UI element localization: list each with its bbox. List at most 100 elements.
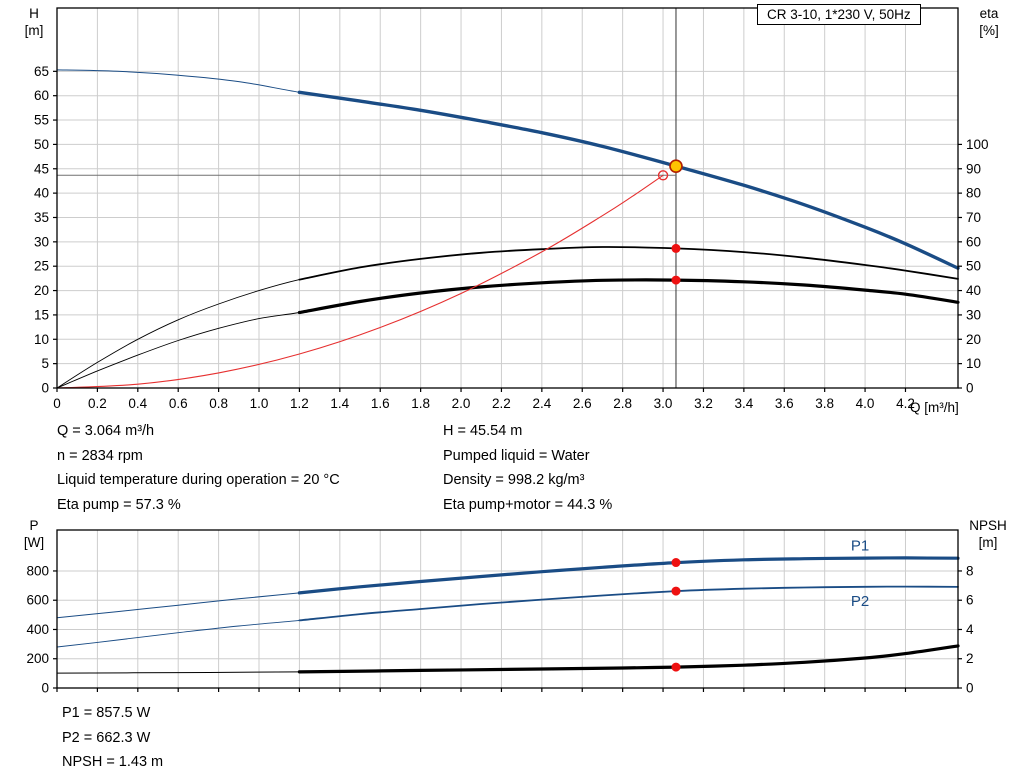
svg-text:800: 800 [26,563,49,578]
svg-text:20: 20 [34,283,49,298]
svg-text:2.8: 2.8 [613,396,632,411]
info-line: Q = 3.064 m³/h [57,423,155,439]
svg-text:8: 8 [966,563,974,578]
info-line: Eta pump = 57.3 % [57,496,181,513]
svg-text:1.4: 1.4 [330,396,349,411]
p2-curve [56,586,959,648]
info-line: Pumped liquid = Water [443,447,590,464]
q-axis-label: Q [m³/h] [910,400,959,415]
svg-text:50: 50 [966,259,981,274]
head-curve-duty-range [297,90,960,270]
p1-curve-duty-range [297,556,960,595]
svg-text:35: 35 [34,210,49,225]
svg-text:10: 10 [34,332,49,347]
duty-point-dot [671,243,681,253]
info-line: n = 2834 rpm [57,447,143,464]
svg-text:3.6: 3.6 [775,396,794,411]
p2-curve-duty-range [298,585,959,622]
svg-text:60: 60 [966,234,981,249]
npsh-axis-name: NPSH [969,518,1007,533]
svg-text:3.8: 3.8 [815,396,834,411]
svg-text:100: 100 [966,137,989,152]
svg-text:30: 30 [966,307,981,322]
svg-text:20: 20 [966,332,981,347]
h-axis-label: H [m] [16,5,52,39]
svg-text:0: 0 [966,381,974,396]
svg-text:2.4: 2.4 [532,396,551,411]
info-top-right: H = 45.54 m Pumped liquid = Water Density … [443,419,612,517]
svg-text:10: 10 [966,356,981,371]
eta-pump-curve-duty-range [298,246,959,281]
eta-axis-name: eta [979,6,999,21]
duty-point-dot [671,275,681,285]
duty-point-dot [671,662,681,672]
svg-text:2.2: 2.2 [492,396,511,411]
svg-text:0: 0 [41,681,49,696]
info-line: Eta pump+motor = 44.3 % [443,496,613,513]
svg-text:65: 65 [34,64,49,79]
svg-text:0.2: 0.2 [88,396,107,411]
duty-point-dot [671,558,681,568]
svg-text:1.6: 1.6 [371,396,390,411]
p-axis-label: P [W] [16,517,52,551]
svg-text:0.6: 0.6 [169,396,188,411]
series-label: P2 [851,593,869,610]
svg-text:3.4: 3.4 [734,396,753,411]
info-line: H = 45.54 m [443,423,523,439]
svg-text:600: 600 [26,593,49,608]
info-line: P1 = 857.5 W [62,705,151,721]
svg-text:0.4: 0.4 [128,396,147,411]
svg-text:70: 70 [966,210,981,225]
svg-text:30: 30 [34,234,49,249]
info-line: Liquid temperature during operation = 20… [57,472,340,488]
svg-text:6: 6 [966,593,974,608]
svg-text:2.0: 2.0 [452,396,471,411]
svg-text:15: 15 [34,307,49,322]
svg-text:5: 5 [41,356,49,371]
info-top-left: Q = 3.064 m³/h n = 2834 rpm Liquid tempera… [57,419,340,517]
p-axis-name: P [29,518,39,533]
svg-text:200: 200 [26,651,49,666]
svg-text:0: 0 [966,681,974,696]
svg-text:2: 2 [966,651,974,666]
svg-text:0.8: 0.8 [209,396,228,411]
info-bottom: P1 = 857.5 W P2 = 662.3 W NPSH = 1.43 m [62,701,163,775]
svg-text:55: 55 [34,113,49,128]
npsh-axis-unit: [m] [978,535,998,550]
svg-text:0: 0 [53,396,61,411]
svg-text:400: 400 [26,622,49,637]
svg-text:2.6: 2.6 [573,396,592,411]
svg-text:1.2: 1.2 [290,396,309,411]
p-axis-unit: [W] [23,535,45,550]
svg-text:4.0: 4.0 [856,396,875,411]
svg-text:60: 60 [34,88,49,103]
svg-text:25: 25 [34,259,49,274]
svg-text:80: 80 [966,186,981,201]
svg-text:40: 40 [966,283,981,298]
eta-pump-curve [56,246,959,389]
svg-text:45: 45 [34,161,49,176]
series-label: P1 [851,537,869,554]
svg-text:3.2: 3.2 [694,396,713,411]
npsh-axis-label: NPSH [m] [960,517,1016,551]
svg-text:40: 40 [34,186,49,201]
eta-pump-motor-curve [56,279,959,389]
svg-text:0: 0 [41,381,49,396]
svg-text:4.2: 4.2 [896,396,915,411]
duty-point-dot [671,586,681,596]
svg-text:4: 4 [966,622,974,637]
svg-text:50: 50 [34,137,49,152]
svg-text:1.0: 1.0 [250,396,269,411]
h-axis-unit: [m] [24,23,44,38]
svg-text:3.0: 3.0 [654,396,673,411]
svg-text:1.8: 1.8 [411,396,430,411]
info-line: Density = 998.2 kg/m³ [443,472,585,488]
operating-point [669,159,683,173]
system-curve-point [657,170,669,181]
eta-pump-motor-curve-duty-range [297,278,960,315]
info-line: P2 = 662.3 W [62,729,151,746]
h-axis-name: H [29,6,39,21]
eta-axis-label: eta [%] [966,5,1012,39]
